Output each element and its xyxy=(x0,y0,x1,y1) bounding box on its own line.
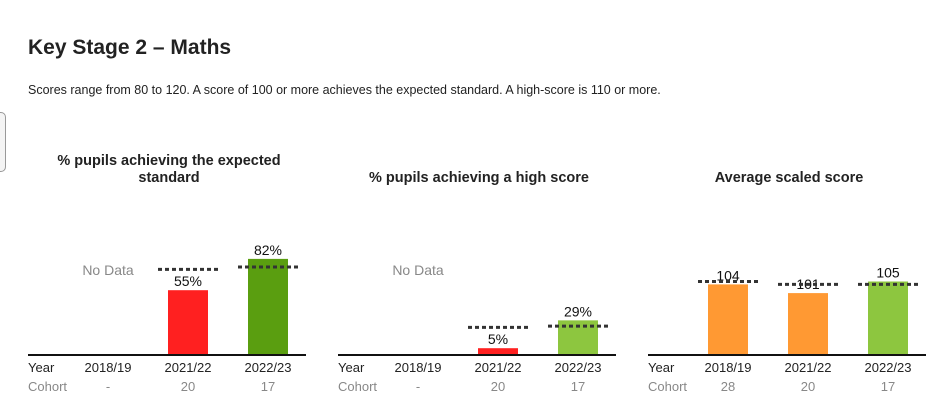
bar-2022-23 xyxy=(248,258,288,354)
bar-2022-23 xyxy=(868,281,908,354)
cohort-value: - xyxy=(416,379,420,394)
chart-high-score-svg: Year Cohort No Data 2018/19 - 5% 2021/22 20 29% 2… xyxy=(338,262,616,394)
year-row-label: Year xyxy=(648,360,675,375)
no-data-label: No Data xyxy=(392,262,444,278)
tick-label: 2021/22 xyxy=(475,360,522,375)
chart-expected-standard-svg: Year Cohort No Data 2018/19 - 55% 2021/22 20 82%… xyxy=(28,242,306,394)
cohort-value: 28 xyxy=(721,379,735,394)
chart-average-scaled-score: Average scaled score Year Cohort 104 2018/1… xyxy=(648,150,930,410)
page-title: Key Stage 2 – Maths xyxy=(28,36,232,59)
bar-2021-22 xyxy=(478,348,518,354)
chart-high-score: % pupils achieving a high score Year Coho… xyxy=(338,150,620,410)
data-label: 5% xyxy=(488,331,508,347)
tick-label: 2018/19 xyxy=(85,360,132,375)
cohort-value: 20 xyxy=(181,379,195,394)
chart-average-scaled-score-svg: YearCohort1042018/19281012021/2220105202… xyxy=(648,265,926,394)
cohort-value: 20 xyxy=(491,379,505,394)
chart-title: Average scaled score xyxy=(714,170,864,186)
page-subtitle: Scores range from 80 to 120. A score of … xyxy=(28,83,661,97)
cohort-value: 17 xyxy=(571,379,585,394)
bar-2021-22 xyxy=(168,290,208,354)
cohort-value: 20 xyxy=(801,379,815,394)
data-label: 82% xyxy=(254,242,282,258)
tick-label: 2022/23 xyxy=(865,360,912,375)
cohort-row-label: Cohort xyxy=(28,379,67,394)
data-label: 104 xyxy=(716,267,740,283)
no-data-label: No Data xyxy=(82,262,134,278)
chart-expected-standard: % pupils achieving the expected standard… xyxy=(28,150,310,410)
tick-label: 2022/23 xyxy=(555,360,602,375)
cohort-row-label: Cohort xyxy=(648,379,687,394)
bar-2021-22 xyxy=(788,293,828,354)
cohort-value: - xyxy=(106,379,110,394)
data-label: 105 xyxy=(876,265,900,281)
chart-title: % pupils achieving a high score xyxy=(369,170,589,186)
chart-title: % pupils achieving the expected standard xyxy=(57,153,281,186)
bar-2018-19 xyxy=(708,284,748,354)
cohort-row-label: Cohort xyxy=(338,379,377,394)
cohort-value: 17 xyxy=(261,379,275,394)
tick-label: 2018/19 xyxy=(705,360,752,375)
year-row-label: Year xyxy=(338,360,365,375)
data-label: 55% xyxy=(174,273,202,289)
tick-label: 2022/23 xyxy=(245,360,292,375)
data-label: 29% xyxy=(564,303,592,319)
tick-label: 2021/22 xyxy=(785,360,832,375)
side-panel-tab[interactable] xyxy=(0,112,6,172)
tick-label: 2021/22 xyxy=(165,360,212,375)
cohort-value: 17 xyxy=(881,379,895,394)
tick-label: 2018/19 xyxy=(395,360,442,375)
year-row-label: Year xyxy=(28,360,55,375)
